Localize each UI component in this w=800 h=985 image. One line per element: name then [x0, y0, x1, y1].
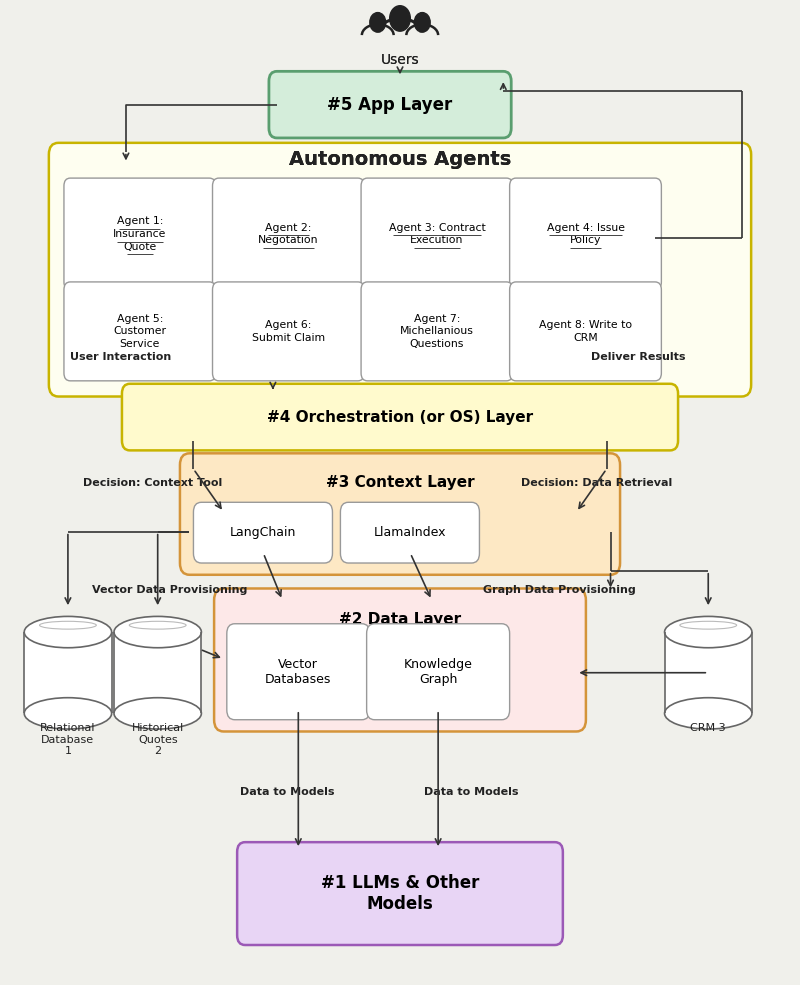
Circle shape: [414, 13, 430, 33]
FancyBboxPatch shape: [361, 178, 513, 290]
FancyBboxPatch shape: [227, 624, 370, 720]
Text: Relational
Database
1: Relational Database 1: [40, 723, 96, 756]
Text: #3 Context Layer: #3 Context Layer: [326, 475, 474, 491]
Polygon shape: [114, 632, 202, 713]
FancyBboxPatch shape: [64, 178, 216, 290]
FancyBboxPatch shape: [510, 178, 662, 290]
Ellipse shape: [665, 617, 752, 648]
Text: Autonomous Agents: Autonomous Agents: [289, 150, 511, 169]
Text: Knowledge
Graph: Knowledge Graph: [404, 658, 473, 686]
Text: LlamaIndex: LlamaIndex: [374, 526, 446, 539]
Ellipse shape: [24, 697, 112, 729]
Text: User Interaction: User Interaction: [70, 353, 171, 362]
Text: Service: Service: [120, 339, 160, 349]
Text: Questions: Questions: [410, 339, 464, 349]
FancyBboxPatch shape: [510, 282, 662, 381]
Text: Vector
Databases: Vector Databases: [265, 658, 331, 686]
Text: Policy: Policy: [570, 235, 601, 245]
Ellipse shape: [114, 617, 202, 648]
Text: Insurance: Insurance: [113, 229, 166, 239]
Circle shape: [370, 13, 386, 33]
Polygon shape: [665, 632, 752, 713]
FancyBboxPatch shape: [49, 143, 751, 397]
Text: Graph Data Provisioning: Graph Data Provisioning: [482, 585, 635, 596]
Text: Agent 5:: Agent 5:: [117, 313, 163, 324]
Text: Users: Users: [381, 52, 419, 67]
FancyBboxPatch shape: [269, 71, 511, 138]
FancyBboxPatch shape: [64, 282, 216, 381]
FancyBboxPatch shape: [122, 384, 678, 450]
Text: Autonomous Agents: Autonomous Agents: [289, 150, 511, 169]
Text: Customer: Customer: [114, 326, 166, 337]
Polygon shape: [24, 632, 112, 713]
Text: Data to Models: Data to Models: [240, 787, 334, 797]
Text: LangChain: LangChain: [230, 526, 296, 539]
Text: Vector Data Provisioning: Vector Data Provisioning: [92, 585, 247, 596]
Text: Decision: Data Retrieval: Decision: Data Retrieval: [522, 478, 673, 488]
Text: Negotation: Negotation: [258, 235, 318, 245]
FancyBboxPatch shape: [214, 588, 586, 732]
Text: Deliver Results: Deliver Results: [591, 353, 686, 362]
Text: Agent 3: Contract: Agent 3: Contract: [389, 223, 486, 232]
Text: #4 Orchestration (or OS) Layer: #4 Orchestration (or OS) Layer: [267, 410, 533, 425]
FancyBboxPatch shape: [194, 502, 333, 563]
Text: Submit Claim: Submit Claim: [252, 333, 325, 343]
FancyBboxPatch shape: [180, 453, 620, 575]
Text: Historical
Quotes
2: Historical Quotes 2: [131, 723, 184, 756]
Ellipse shape: [665, 697, 752, 729]
Text: CRM 3: CRM 3: [690, 723, 726, 733]
Text: Quote: Quote: [123, 241, 157, 251]
Text: #5 App Layer: #5 App Layer: [327, 96, 453, 113]
Text: #1 LLMs & Other
Models: #1 LLMs & Other Models: [321, 874, 479, 913]
FancyBboxPatch shape: [237, 842, 563, 945]
FancyBboxPatch shape: [213, 178, 364, 290]
Text: Users: Users: [381, 52, 419, 67]
Text: Agent 1:: Agent 1:: [117, 216, 163, 227]
Text: Agent 6:: Agent 6:: [265, 320, 311, 330]
Text: Agent 4: Issue: Agent 4: Issue: [546, 223, 625, 232]
Ellipse shape: [114, 697, 202, 729]
Text: #2 Data Layer: #2 Data Layer: [339, 613, 461, 627]
Text: Agent 8: Write to: Agent 8: Write to: [539, 320, 632, 330]
Circle shape: [390, 6, 410, 32]
Text: CRM: CRM: [573, 333, 598, 343]
Text: Data to Models: Data to Models: [424, 787, 518, 797]
Text: Agent 7:: Agent 7:: [414, 313, 460, 324]
FancyBboxPatch shape: [361, 282, 513, 381]
FancyBboxPatch shape: [366, 624, 510, 720]
Text: Agent 2:: Agent 2:: [265, 223, 311, 232]
Text: Michellanious: Michellanious: [400, 326, 474, 337]
Text: Decision: Context Tool: Decision: Context Tool: [82, 478, 222, 488]
FancyBboxPatch shape: [213, 282, 364, 381]
FancyBboxPatch shape: [341, 502, 479, 563]
Ellipse shape: [24, 617, 112, 648]
Text: Execution: Execution: [410, 235, 464, 245]
